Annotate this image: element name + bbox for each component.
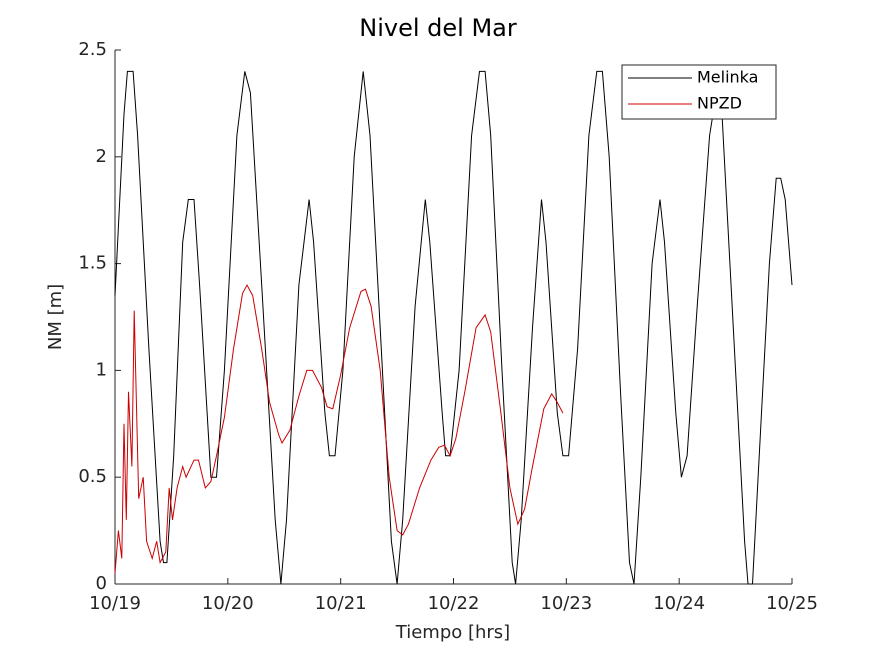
x-axis-label: Tiempo [hrs] [395,622,510,643]
x-tick-label: 10/19 [89,593,141,614]
chart-title: Nivel del Mar [359,14,517,42]
series-line [114,283,564,574]
y-tick-label: 0 [96,573,107,594]
legend-label: NPZD [697,94,742,113]
y-tick-label: 2.5 [78,39,107,60]
x-tick-label: 10/23 [540,593,592,614]
x-tick-label: 10/24 [653,593,705,614]
y-axis-label: NM [m] [45,284,66,350]
y-tick-label: 1.5 [78,253,107,274]
legend-label: Melinka [697,68,758,87]
series-line [114,70,793,585]
y-tick-label: 1 [96,359,107,380]
x-tick-label: 10/20 [202,593,254,614]
x-tick-label: 10/22 [428,593,480,614]
legend-box [621,64,777,120]
x-tick-label: 10/21 [315,593,367,614]
y-tick-label: 0.5 [78,466,107,487]
y-tick-label: 2 [96,146,107,167]
x-tick-label: 10/25 [766,593,818,614]
